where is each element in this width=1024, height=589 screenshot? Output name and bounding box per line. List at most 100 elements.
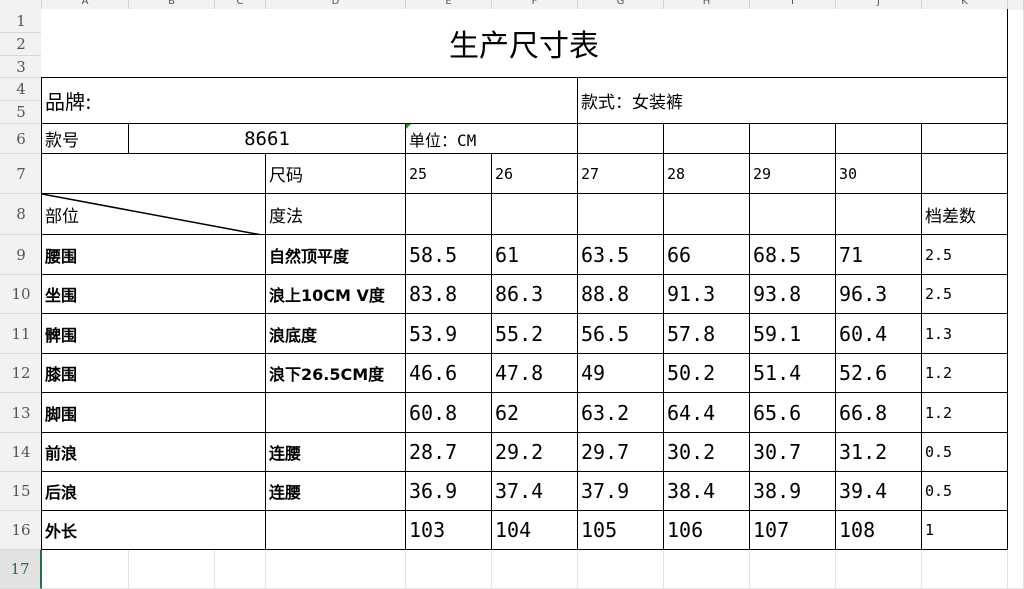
measurement-value[interactable]: 60.4 [835, 313, 922, 354]
measurement-value[interactable]: 62 [491, 392, 578, 433]
measurement-value[interactable]: 105 [577, 510, 664, 550]
measurement-value[interactable]: 37.9 [577, 471, 664, 511]
column-header[interactable]: J [836, 0, 922, 10]
measure-method[interactable]: 连腰 [265, 471, 406, 511]
measurement-value[interactable]: 30.2 [663, 432, 750, 472]
grid-cell[interactable] [750, 550, 836, 589]
grade-value[interactable]: 1.2 [921, 353, 1008, 393]
grid-cell[interactable] [266, 550, 406, 589]
part-name[interactable]: 坐围 [41, 274, 266, 314]
grid-cell[interactable] [42, 550, 129, 589]
row-header[interactable]: 17 [0, 550, 42, 589]
size-header[interactable]: 30 [835, 153, 922, 194]
part-name[interactable]: 后浪 [41, 471, 266, 511]
measurement-value[interactable]: 37.4 [491, 471, 578, 511]
measurement-value[interactable]: 103 [405, 510, 492, 550]
measurement-value[interactable]: 93.8 [749, 274, 836, 314]
column-header[interactable] [1008, 0, 1024, 10]
column-header[interactable]: K [922, 0, 1008, 10]
row-header[interactable]: 14 [0, 433, 42, 472]
measure-method[interactable]: 自然顶平度 [265, 234, 406, 275]
measurement-value[interactable]: 71 [835, 234, 922, 275]
measurement-value[interactable]: 53.9 [405, 313, 492, 354]
row-header[interactable]: 1 [0, 10, 42, 33]
empty-cell[interactable] [921, 153, 1008, 194]
method-label[interactable]: 度法 [265, 193, 406, 235]
column-header[interactable]: B [129, 0, 215, 10]
measurement-value[interactable]: 108 [835, 510, 922, 550]
measurement-value[interactable]: 52.6 [835, 353, 922, 393]
measurement-value[interactable]: 29.7 [577, 432, 664, 472]
grid-cell[interactable] [922, 550, 1008, 589]
row-header[interactable]: 5 [0, 101, 42, 124]
measurement-value[interactable]: 83.8 [405, 274, 492, 314]
row-header[interactable]: 7 [0, 154, 42, 194]
measurement-value[interactable]: 57.8 [663, 313, 750, 354]
grade-value[interactable]: 2.5 [921, 234, 1008, 275]
row-header[interactable]: 2 [0, 33, 42, 56]
size-header[interactable]: 29 [749, 153, 836, 194]
measurement-value[interactable]: 47.8 [491, 353, 578, 393]
measurement-value[interactable]: 38.4 [663, 471, 750, 511]
sheet-title[interactable]: 生产尺寸表 [41, 9, 1008, 78]
empty-cell[interactable] [663, 123, 750, 154]
size-header[interactable]: 25 [405, 153, 492, 194]
row-header[interactable]: 8 [0, 194, 42, 235]
grid-cell[interactable] [492, 550, 578, 589]
measurement-value[interactable]: 29.2 [491, 432, 578, 472]
part-name[interactable]: 前浪 [41, 432, 266, 472]
part-name[interactable]: 腰围 [41, 234, 266, 275]
row-header[interactable]: 12 [0, 354, 42, 393]
column-header[interactable]: C [215, 0, 266, 10]
grid-cell[interactable] [664, 550, 750, 589]
measurement-value[interactable]: 60.8 [405, 392, 492, 433]
part-name[interactable]: 髀围 [41, 313, 266, 354]
empty-cell[interactable] [749, 193, 836, 235]
measurement-value[interactable]: 36.9 [405, 471, 492, 511]
grade-label[interactable]: 档差数 [921, 193, 1008, 235]
measurement-value[interactable]: 31.2 [835, 432, 922, 472]
grade-value[interactable]: 0.5 [921, 471, 1008, 511]
empty-cell[interactable] [577, 193, 664, 235]
empty-cell[interactable] [491, 193, 578, 235]
part-name[interactable]: 外长 [41, 510, 266, 550]
measurement-value[interactable]: 28.7 [405, 432, 492, 472]
column-header[interactable]: E [406, 0, 492, 10]
column-header[interactable]: D [266, 0, 406, 10]
measurement-value[interactable]: 46.6 [405, 353, 492, 393]
empty-cell[interactable] [663, 193, 750, 235]
brand-cell[interactable]: 品牌: [41, 77, 578, 124]
row-header[interactable]: 13 [0, 393, 42, 433]
grid-cell[interactable] [578, 550, 664, 589]
measure-method[interactable] [265, 392, 406, 433]
measurement-value[interactable]: 56.5 [577, 313, 664, 354]
measurement-value[interactable]: 104 [491, 510, 578, 550]
row-header[interactable]: 4 [0, 78, 42, 101]
size-header[interactable]: 28 [663, 153, 750, 194]
measurement-value[interactable]: 66.8 [835, 392, 922, 433]
measurement-value[interactable]: 55.2 [491, 313, 578, 354]
measurement-value[interactable]: 38.9 [749, 471, 836, 511]
row-header[interactable]: 9 [0, 235, 42, 275]
measurement-value[interactable]: 58.5 [405, 234, 492, 275]
grid-cell[interactable] [836, 550, 922, 589]
measurement-value[interactable]: 63.5 [577, 234, 664, 275]
unit-cell[interactable]: 单位：CM [405, 123, 578, 154]
row-header[interactable]: 3 [0, 56, 42, 78]
row-header[interactable]: 11 [0, 314, 42, 354]
measurement-value[interactable]: 65.6 [749, 392, 836, 433]
measurement-value[interactable]: 107 [749, 510, 836, 550]
grade-value[interactable]: 2.5 [921, 274, 1008, 314]
measurement-value[interactable]: 88.8 [577, 274, 664, 314]
measurement-value[interactable]: 50.2 [663, 353, 750, 393]
measurement-value[interactable]: 30.7 [749, 432, 836, 472]
style-cell[interactable]: 款式：女装裤 [577, 77, 1008, 124]
style-no-label[interactable]: 款号 [41, 123, 129, 154]
grade-value[interactable]: 1 [921, 510, 1008, 550]
grade-value[interactable]: 1.3 [921, 313, 1008, 354]
measure-method[interactable]: 浪上10CM V度 [265, 274, 406, 314]
grid-cell[interactable] [1008, 10, 1024, 589]
measurement-value[interactable]: 49 [577, 353, 664, 393]
style-no-value[interactable]: 8661 [128, 123, 406, 154]
size-label[interactable]: 尺码 [265, 153, 406, 194]
